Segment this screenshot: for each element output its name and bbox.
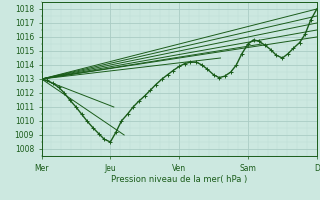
X-axis label: Pression niveau de la mer( hPa ): Pression niveau de la mer( hPa ): [111, 175, 247, 184]
